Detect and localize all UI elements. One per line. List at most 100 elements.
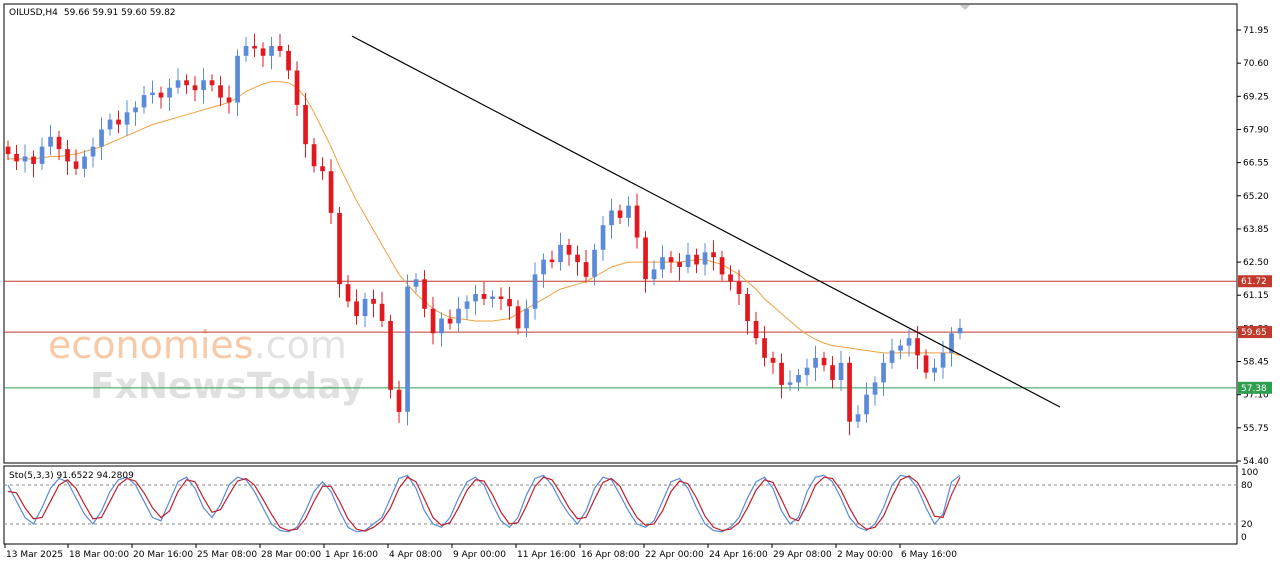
- x-tick-label: 22 Apr 00:00: [645, 550, 704, 560]
- osc-tick-label: 100: [1241, 468, 1258, 478]
- candle-body: [711, 252, 716, 258]
- candle-body: [413, 279, 419, 287]
- candle: [362, 292, 368, 328]
- candle: [150, 80, 155, 104]
- candle-body: [940, 352, 946, 368]
- candle: [838, 350, 844, 392]
- candle: [940, 340, 946, 379]
- candle: [201, 68, 206, 104]
- candle-body: [226, 97, 232, 103]
- candle: [524, 299, 529, 337]
- candle: [124, 100, 130, 136]
- candle: [515, 300, 521, 335]
- y-tick-label: 58.45: [1243, 358, 1269, 368]
- candle: [65, 140, 70, 175]
- osc-tick-label: 20: [1241, 520, 1253, 530]
- candle: [90, 137, 96, 168]
- candle: [898, 339, 903, 360]
- candle-body: [48, 136, 53, 147]
- candle: [456, 296, 461, 333]
- candle: [821, 351, 827, 372]
- candle: [73, 149, 79, 175]
- level-tag-box: [1238, 326, 1272, 339]
- candle-body: [881, 362, 886, 383]
- candle-body: [252, 46, 257, 49]
- candle-body: [745, 294, 750, 321]
- candle: [889, 338, 895, 369]
- candle-body: [932, 367, 937, 373]
- candle: [549, 250, 555, 269]
- candle: [932, 358, 937, 382]
- candle: [167, 78, 172, 112]
- candle: [617, 204, 623, 225]
- candle-body: [345, 284, 351, 302]
- candle-body: [303, 104, 308, 145]
- level-tag-label: 57.38: [1241, 384, 1267, 394]
- candle-body: [158, 92, 164, 98]
- candle-body: [498, 296, 504, 299]
- candle-body: [320, 166, 325, 172]
- moving-average: [8, 81, 961, 356]
- candle-body: [804, 367, 810, 376]
- x-tick-label: 4 Apr 08:00: [389, 550, 442, 560]
- candle-body: [566, 244, 572, 255]
- candle: [745, 287, 750, 335]
- candle: [855, 405, 861, 428]
- x-tick-label: 29 Apr 08:00: [773, 550, 832, 560]
- candle: [447, 309, 453, 330]
- oscillator-title: Sto(5,3,3) 91.6522 94.2809: [9, 471, 134, 481]
- candle-body: [260, 48, 266, 56]
- osc-tick-label: 0: [1241, 533, 1247, 543]
- candle: [881, 353, 886, 396]
- candle: [711, 240, 716, 271]
- candle: [422, 270, 427, 318]
- candle: [668, 251, 674, 274]
- candle: [770, 351, 776, 374]
- candle-body: [405, 286, 410, 412]
- candle: [634, 193, 640, 249]
- candle: [116, 110, 121, 134]
- candle-body: [269, 46, 274, 56]
- x-tick-label: 9 Apr 00:00: [453, 550, 506, 560]
- candle-body: [592, 249, 597, 277]
- candle: [949, 327, 954, 367]
- candle: [787, 370, 793, 392]
- candle-body: [150, 92, 155, 96]
- candle: [379, 291, 385, 328]
- candle: [269, 36, 274, 70]
- candle: [39, 137, 45, 170]
- candle-body: [90, 146, 96, 157]
- candle-body: [22, 156, 28, 162]
- candle: [753, 311, 759, 345]
- candle: [22, 144, 28, 173]
- candle-body: [660, 257, 665, 270]
- candle-body: [82, 156, 87, 169]
- candle: [728, 265, 733, 291]
- candle-body: [354, 301, 359, 317]
- candle-body: [201, 80, 206, 91]
- candle: [660, 245, 665, 279]
- candle-body: [889, 350, 895, 363]
- candle: [337, 206, 342, 298]
- candle: [702, 243, 708, 276]
- candle: [498, 287, 504, 310]
- x-tick-label: 24 Apr 16:00: [709, 550, 768, 560]
- candle-body: [447, 318, 453, 324]
- candle: [209, 74, 215, 92]
- x-tick-label: 20 Mar 16:00: [133, 550, 193, 560]
- candle: [311, 138, 317, 173]
- candle-body: [422, 279, 427, 309]
- scroll-marker-icon[interactable]: [960, 5, 970, 10]
- candle-body: [481, 294, 487, 299]
- candle-body: [694, 254, 699, 265]
- candle: [133, 101, 138, 126]
- candle-body: [277, 46, 283, 51]
- y-tick-label: 66.55: [1243, 159, 1269, 169]
- candle-body: [847, 362, 852, 422]
- candle-body: [643, 237, 648, 280]
- candle: [762, 326, 767, 367]
- main-panel: [3, 3, 1238, 464]
- price-axis: 71.95 70.60 69.25 67.90 66.55 65.20 63.85 62.50…: [1237, 26, 1269, 467]
- candle-body: [490, 296, 495, 299]
- candle-body: [430, 308, 436, 334]
